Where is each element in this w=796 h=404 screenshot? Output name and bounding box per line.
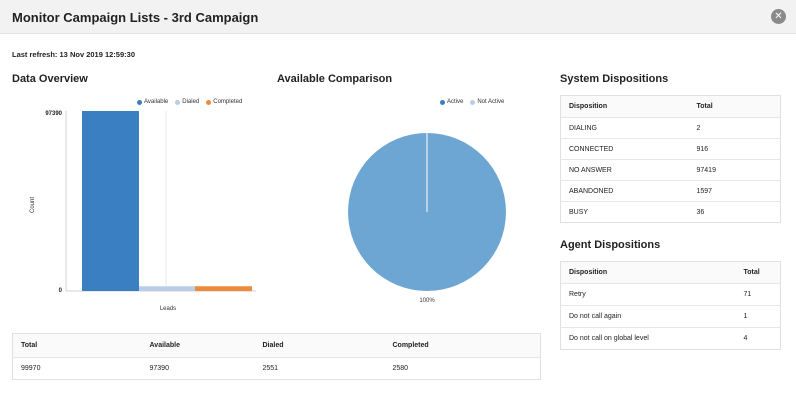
summary-header-total: Total [12, 333, 142, 358]
available-comparison-pie-chart: 100% [348, 133, 506, 304]
table-row: Retry 71 [560, 283, 781, 306]
legend-dot-completed [206, 99, 212, 105]
system-disposition-total: 2 [688, 117, 781, 139]
system-disposition-name: NO ANSWER [560, 159, 689, 181]
agent-header-disposition: Disposition [560, 261, 736, 284]
available-comparison-title: Available Comparison [277, 73, 393, 85]
pie-slice-label: 100% [419, 298, 435, 304]
agent-disposition-total: 4 [743, 335, 748, 342]
agent-disposition-name: Do not call on global level [569, 335, 649, 342]
summary-table: Total Available Dialed Completed 99970 9… [12, 333, 541, 380]
bar-completed[interactable] [195, 286, 252, 291]
summary-completed: 2580 [392, 365, 409, 372]
table-row: BUSY 36 [561, 202, 781, 223]
agent-header-total: Total [735, 261, 781, 284]
data-overview-title: Data Overview [12, 73, 88, 85]
system-disposition-total: 97419 [688, 159, 781, 181]
summary-available: 97390 [149, 365, 169, 372]
bar-legend: Available Dialed Completed [137, 99, 242, 105]
system-disposition-total: 36 [696, 208, 705, 216]
summary-header-completed: Completed [384, 333, 541, 358]
system-dispositions-table: Disposition Total DIALING 2 CONNECTED 91… [560, 95, 781, 223]
system-dispositions-title: System Dispositions [560, 73, 669, 85]
bar-dialed[interactable] [139, 286, 195, 291]
legend-label-completed: Completed [213, 99, 243, 105]
summary-header-row: Total Available Dialed Completed [12, 333, 541, 358]
table-row: ABANDONED 1597 [560, 180, 781, 202]
system-header-row: Disposition Total [560, 95, 781, 118]
legend-label-available: Available [144, 99, 169, 105]
legend-dot-dialed [175, 99, 181, 105]
summary-header-dialed: Dialed [254, 333, 385, 358]
agent-disposition-total: 1 [735, 305, 781, 328]
y-axis-label: Count [30, 197, 36, 213]
y-tick-zero: 0 [59, 288, 63, 294]
table-row: DIALING 2 [560, 117, 781, 139]
system-disposition-name: DIALING [560, 117, 689, 139]
modal-title: Monitor Campaign Lists - 3rd Campaign [12, 10, 259, 25]
legend-label-active: Active [447, 99, 464, 105]
bar-available[interactable] [82, 111, 139, 291]
table-row: CONNECTED 916 [560, 138, 781, 160]
system-disposition-total: 1597 [688, 180, 781, 202]
legend-item-not-active[interactable]: Not Active [470, 99, 504, 105]
table-row: 99970 97390 2551 2580 [13, 358, 541, 380]
agent-header-row: Disposition Total [560, 261, 781, 284]
last-refresh-text: Last refresh: 13 Nov 2019 12:59:30 [12, 50, 135, 59]
table-row: Do not call on global level 4 [561, 328, 781, 350]
legend-item-completed[interactable]: Completed [206, 99, 242, 105]
close-icon[interactable]: ✕ [771, 9, 786, 24]
pie-legend: Active Not Active [440, 99, 504, 105]
agent-disposition-name: Retry [560, 283, 736, 306]
legend-label-dialed: Dialed [182, 99, 200, 105]
legend-dot-active [440, 99, 445, 105]
agent-disposition-total: 71 [735, 283, 781, 306]
modal-header: Monitor Campaign Lists - 3rd Campaign ✕ [0, 0, 796, 34]
agent-dispositions-title: Agent Dispositions [560, 239, 661, 251]
table-row: Do not call again 1 [560, 305, 781, 328]
summary-total: 99970 [21, 365, 41, 372]
agent-disposition-name: Do not call again [560, 305, 736, 328]
legend-item-available[interactable]: Available [137, 99, 168, 105]
system-header-total: Total [688, 95, 781, 118]
system-disposition-name: CONNECTED [560, 138, 689, 160]
summary-header-available: Available [141, 333, 255, 358]
system-header-disposition: Disposition [560, 95, 689, 118]
legend-dot-available [137, 99, 142, 105]
legend-item-dialed[interactable]: Dialed [175, 99, 199, 105]
x-axis-label: Leads [160, 306, 176, 312]
legend-item-active[interactable]: Active [440, 99, 463, 105]
y-tick-max: 97390 [45, 111, 62, 117]
data-overview-bar-chart: Count 97390 0 Leads [30, 111, 256, 312]
system-disposition-total: 916 [688, 138, 781, 160]
system-disposition-name: BUSY [569, 208, 589, 216]
summary-dialed: 2551 [262, 365, 279, 372]
system-disposition-name: ABANDONED [560, 180, 689, 202]
legend-label-not-active: Not Active [477, 99, 505, 105]
legend-dot-not-active [470, 99, 476, 105]
agent-dispositions-table: Disposition Total Retry 71 Do not call a… [560, 261, 781, 350]
table-row: NO ANSWER 97419 [560, 159, 781, 181]
